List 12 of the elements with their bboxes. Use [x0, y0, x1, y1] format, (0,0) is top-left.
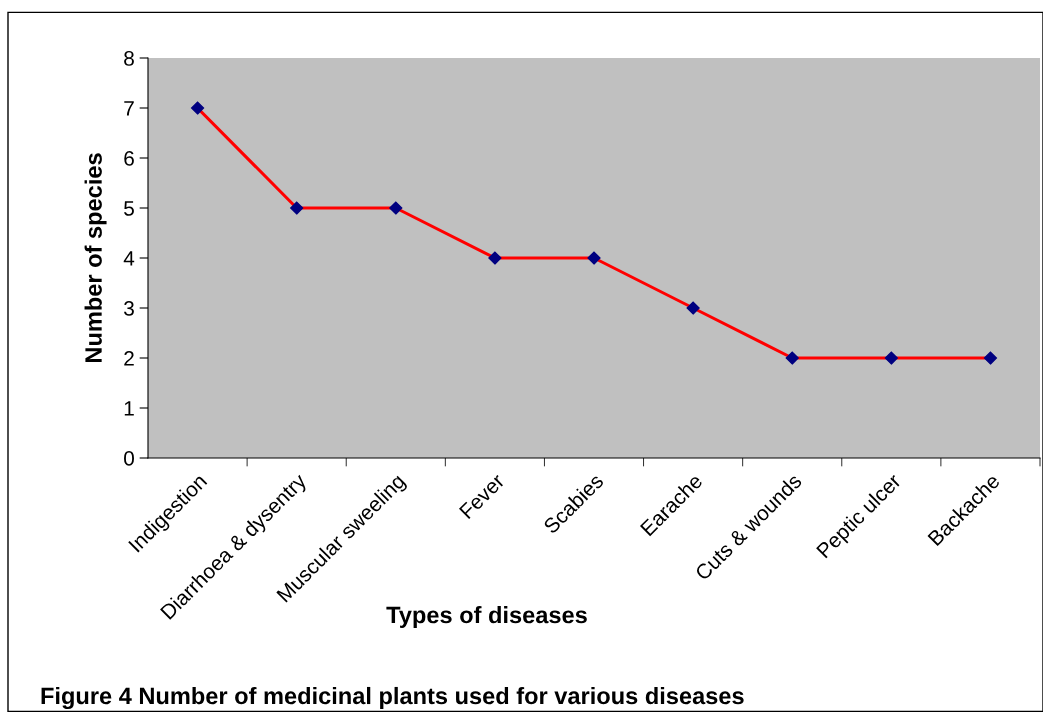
y-tick-label: 7 [124, 101, 134, 116]
x-axis-title: Types of diseases [386, 606, 587, 629]
y-tick-label: 8 [124, 51, 134, 66]
y-tick-label: 5 [124, 201, 134, 216]
y-tick-label: 2 [124, 351, 134, 366]
y-tick-label: 3 [124, 301, 134, 316]
y-tick-label: 6 [124, 151, 134, 166]
y-axis-title: Number of species [84, 153, 107, 363]
y-tick-label: 4 [123, 251, 135, 266]
y-tick-label: 0 [124, 451, 134, 466]
caption: Figure 4 Number of medicinal plants used for various diseases [41, 686, 744, 710]
y-tick-label: 1 [124, 401, 134, 416]
